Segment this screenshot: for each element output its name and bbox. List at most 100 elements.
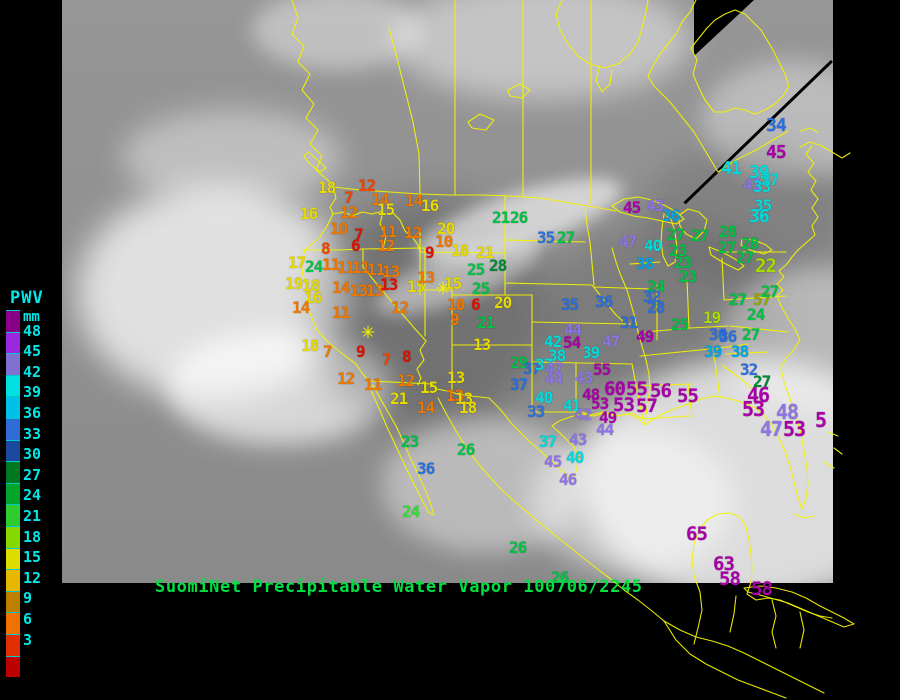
- station-pwv-value: 18: [451, 241, 469, 260]
- station-pwv-value: 13: [350, 281, 368, 300]
- nc-sc-border: [725, 351, 769, 355]
- legend-tick-label: 6: [23, 610, 33, 628]
- station-pwv-value: 15: [407, 277, 425, 296]
- wa-or-border: [332, 210, 384, 217]
- station-pwv-value: 58: [719, 568, 741, 590]
- nova-scotia: [799, 141, 851, 159]
- legend-swatch: [6, 612, 20, 634]
- lake-superior: [611, 196, 685, 225]
- station-pwv-value: 39: [749, 162, 770, 183]
- station-pwv-value: 13: [382, 262, 400, 281]
- guatemala-border: [693, 591, 703, 645]
- oh-pa-border: [721, 257, 725, 301]
- cloud-blob: [392, 0, 692, 100]
- station-pwv-value: 48: [776, 400, 799, 424]
- station-pwv-value: 49: [636, 327, 654, 346]
- station-pwv-value: 41: [721, 158, 742, 179]
- legend-tick-label: 27: [23, 465, 42, 484]
- station-pwv-value: 28: [647, 298, 665, 317]
- station-pwv-value: 48: [582, 385, 600, 404]
- legend-tick-label: 30: [23, 445, 42, 464]
- map-markers: [361, 281, 450, 339]
- legend-tick-label: 24: [23, 486, 42, 505]
- station-pwv-value: 18: [301, 336, 319, 355]
- atlantic-coast: [776, 145, 819, 397]
- station-pwv-value: 40: [535, 388, 553, 407]
- legend-swatch: [6, 461, 20, 483]
- pa-south-border: [723, 295, 787, 301]
- station-pwv-value: 27: [667, 225, 685, 244]
- station-pwv-value: 11: [322, 255, 340, 274]
- station-pwv-value: 42: [574, 405, 592, 424]
- station-pwv-value: 53: [783, 417, 806, 441]
- ca-nv-border: [362, 248, 427, 342]
- station-pwv-value: 40: [644, 236, 662, 255]
- station-pwv-value: 26: [551, 568, 569, 587]
- station-pwv-value: 43: [646, 196, 664, 215]
- station-pwv-value: 10: [447, 295, 465, 314]
- station-pwv-value: 43: [575, 368, 593, 387]
- mexico-south-coast: [663, 620, 825, 694]
- pwv-legend: PWV mm 48 45 42 39 36 33 30 27 24 21 18 15 12 9 6 3: [6, 288, 64, 678]
- station-pwv-value: 56: [650, 380, 672, 402]
- station-pwv-value: 12: [358, 176, 376, 195]
- site-marker-icon: [436, 281, 450, 295]
- station-pwv-value: 12: [404, 223, 422, 242]
- station-pwv-value: 44: [596, 420, 614, 439]
- station-pwv-value: 32: [740, 360, 758, 379]
- legend-swatch: [6, 525, 20, 548]
- legend-swatch: [6, 374, 20, 397]
- station-pwv-value: 47: [602, 332, 620, 351]
- station-pwv-value: 22: [755, 255, 777, 277]
- legend-swatch: [6, 569, 20, 591]
- ks-ok-border: [531, 361, 633, 365]
- station-pwv-value: 57: [636, 395, 658, 417]
- legend-unit: mm: [23, 309, 40, 325]
- central-america-coast: [663, 620, 787, 699]
- station-pwv-value: 20: [494, 293, 512, 312]
- station-pwv-value: 10: [435, 232, 453, 251]
- lake-erie: [708, 246, 745, 271]
- goes-satellite-image: [62, 0, 833, 583]
- or-ca-nv-border: [302, 247, 426, 251]
- station-pwv-value: 13: [380, 275, 398, 294]
- station-pwv-value: 53: [613, 394, 635, 416]
- legend-swatch: [6, 590, 20, 613]
- cloud-blob: [252, 0, 422, 70]
- station-pwv-value: 27: [736, 248, 754, 267]
- station-pwv-value: 14: [332, 278, 350, 297]
- station-pwv-value: 35: [537, 228, 555, 247]
- station-pwv-value: 58: [751, 578, 773, 600]
- station-pwv-value: 26: [510, 208, 528, 227]
- station-pwv-value: 37: [761, 170, 779, 189]
- station-pwv-value: 12: [340, 203, 358, 222]
- station-pwv-value: 41: [563, 396, 581, 415]
- legend-swatch: [6, 482, 20, 505]
- station-pwv-value: 40: [566, 448, 584, 467]
- station-pwv-value: 45: [766, 142, 787, 163]
- station-pwv-value: 13: [455, 389, 473, 408]
- station-pwv-value: 28: [489, 256, 507, 275]
- station-pwv-value: 36: [595, 292, 613, 311]
- station-pwv-value: 6: [471, 295, 481, 314]
- baja-peninsula: [369, 384, 435, 516]
- or-id-border: [379, 210, 387, 250]
- legend-swatch: [6, 331, 20, 354]
- station-pwv-value: 27: [742, 325, 760, 344]
- station-pwv-value: 11: [352, 258, 370, 277]
- newfoundland: [690, 9, 790, 115]
- station-pwv-value: 43: [743, 175, 761, 194]
- station-pwv-value: 35: [561, 295, 579, 314]
- quebec-coast: [647, 0, 719, 173]
- canada-lake: [507, 83, 531, 99]
- st-lawrence: [717, 130, 789, 173]
- belize-honduras-coast: [746, 593, 833, 619]
- station-pwv-value: 14: [405, 191, 423, 210]
- la-north-border: [642, 415, 691, 420]
- station-pwv-value: 12: [391, 298, 409, 317]
- station-pwv-value: 28: [719, 222, 737, 241]
- sd-ne-border: [504, 282, 593, 286]
- station-pwv-value: 15: [444, 274, 462, 293]
